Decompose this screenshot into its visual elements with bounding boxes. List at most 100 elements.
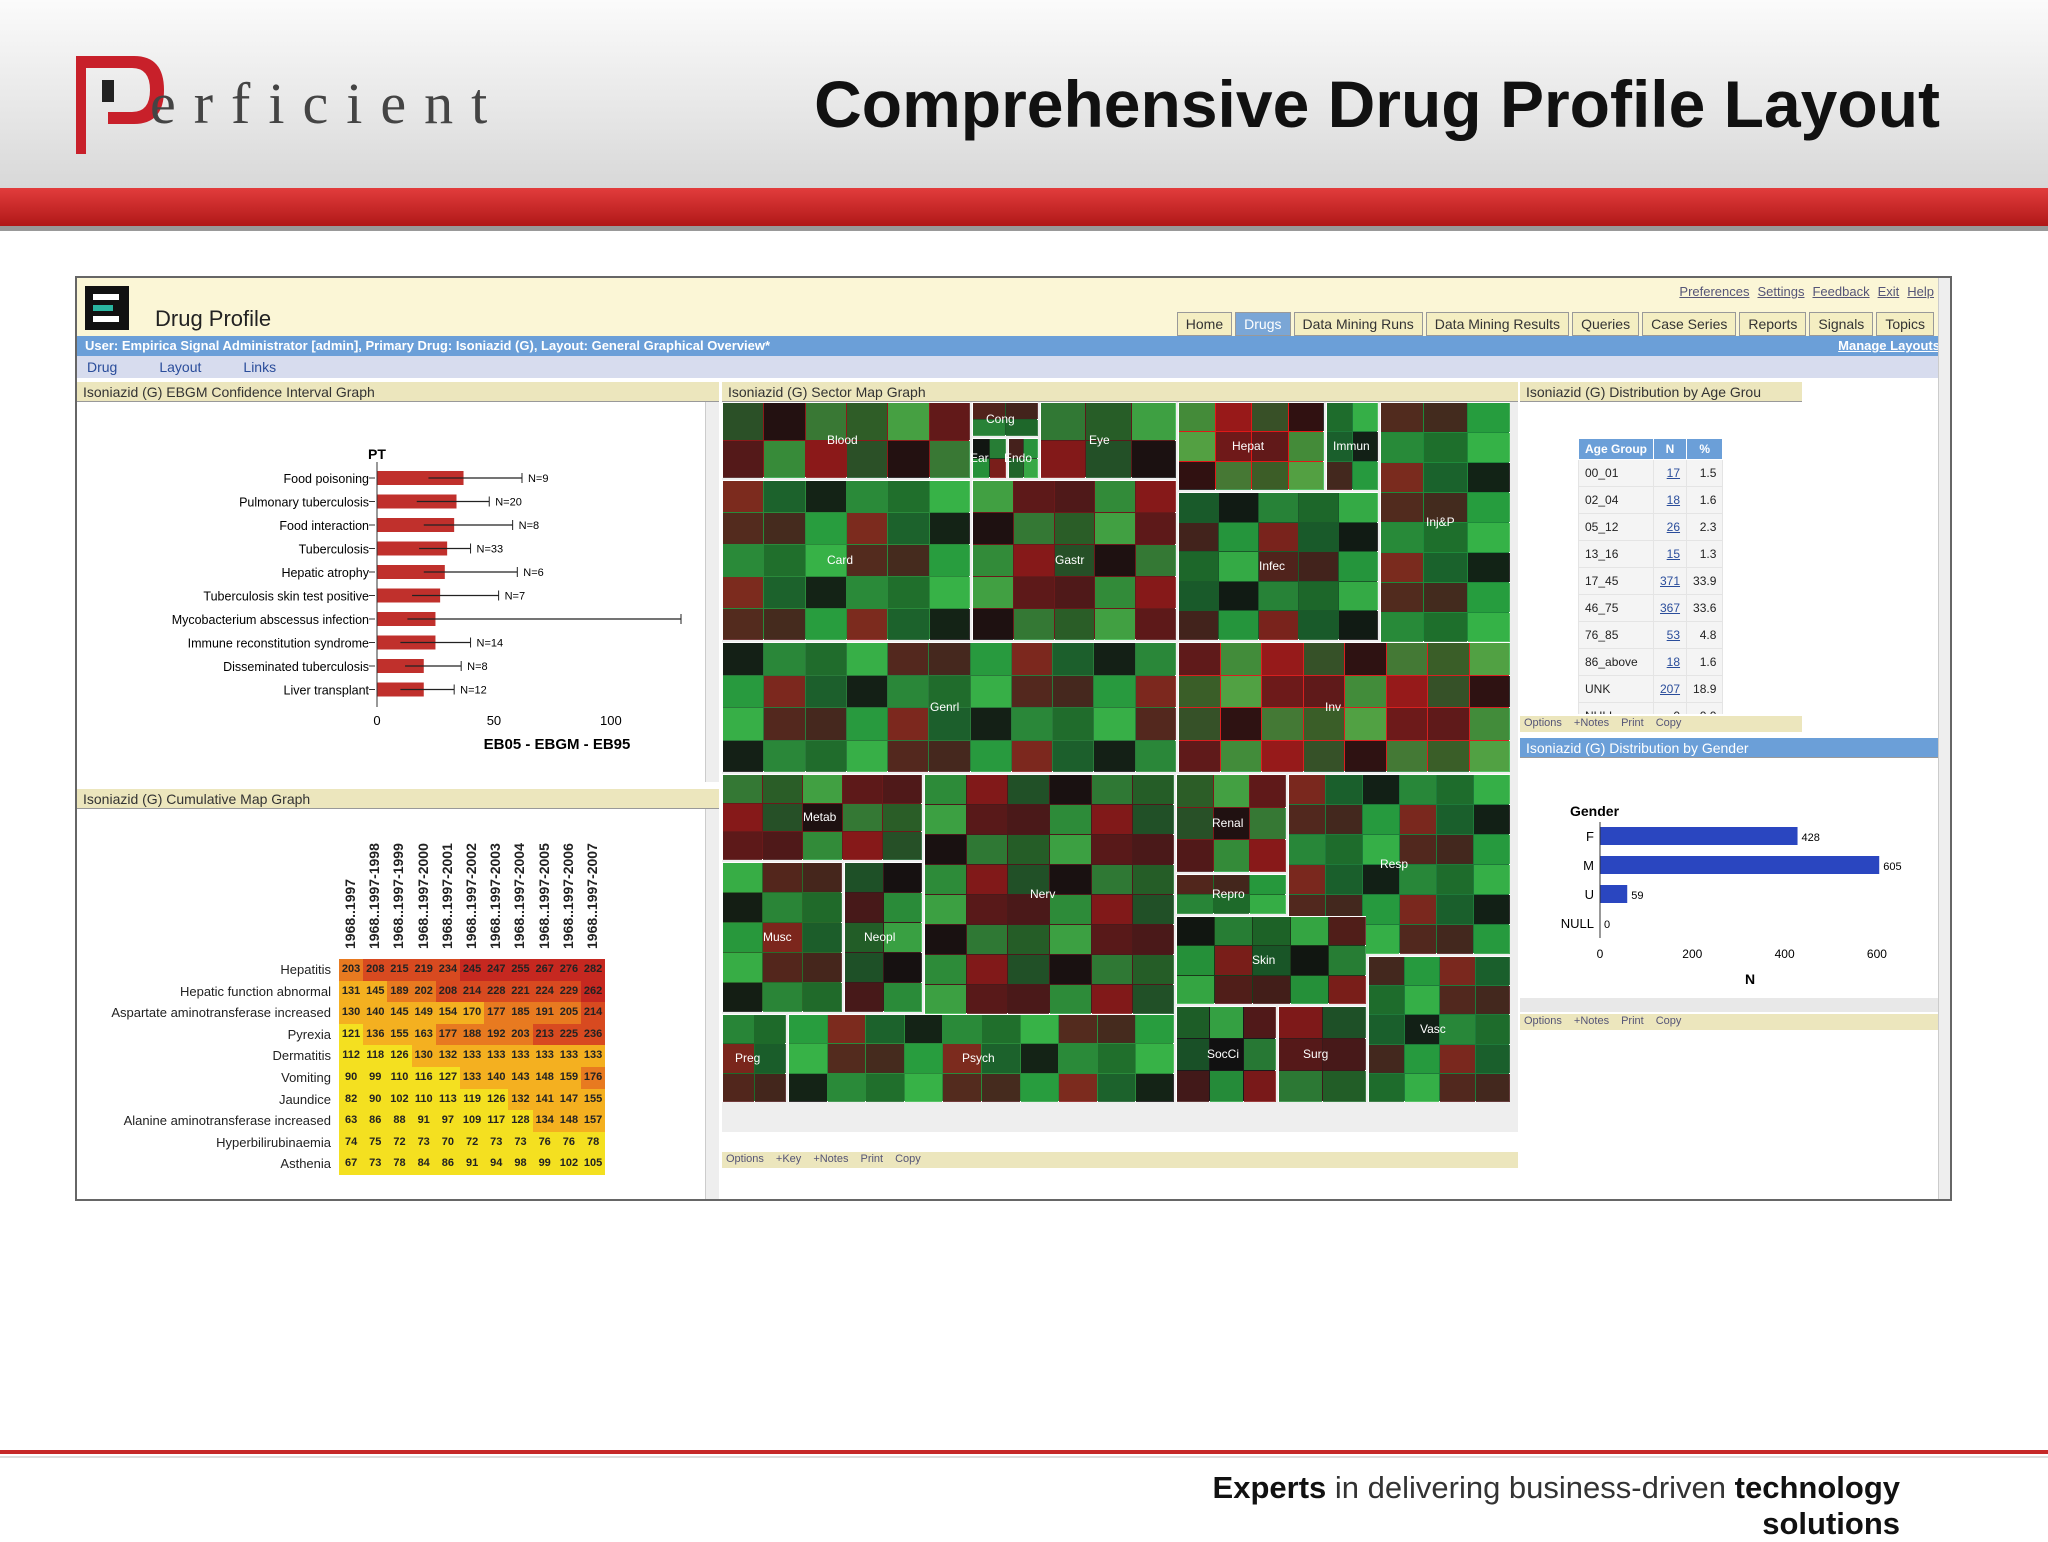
heatmap-cell[interactable]: 130 <box>339 1002 364 1024</box>
sector-card[interactable]: Card <box>722 480 970 640</box>
heatmap-cell[interactable]: 202 <box>411 980 436 1003</box>
heatmap-cell[interactable]: 86 <box>435 1153 460 1175</box>
subnav-layout[interactable]: Layout <box>159 359 202 375</box>
heatmap-cell[interactable]: 262 <box>581 980 606 1003</box>
cumulative-scrollbar[interactable] <box>705 809 719 1199</box>
heatmap-cell[interactable]: 133 <box>556 1045 581 1067</box>
footer-notes-link[interactable]: +Notes <box>1573 1015 1610 1027</box>
age-n-link[interactable]: 18 <box>1652 486 1688 514</box>
heatmap-cell[interactable]: 205 <box>556 1002 581 1024</box>
heatmap-cell[interactable]: 132 <box>435 1045 460 1067</box>
age-n-link[interactable]: 53 <box>1652 621 1688 649</box>
heatmap-cell[interactable]: 189 <box>387 980 412 1003</box>
sector-inj-p[interactable]: Inj&P <box>1380 402 1510 642</box>
tab-data-mining-runs[interactable]: Data Mining Runs <box>1293 312 1423 336</box>
heatmap-cell[interactable]: 141 <box>532 1088 557 1111</box>
heatmap-cell[interactable]: 177 <box>435 1023 460 1046</box>
sector-hepat[interactable]: Hepat <box>1178 402 1324 490</box>
footer-copy-link[interactable]: Copy <box>1655 717 1682 729</box>
heatmap-cell[interactable]: 73 <box>363 1153 388 1175</box>
util-link-help[interactable]: Help <box>1907 284 1934 299</box>
sector-socci[interactable]: SocCi <box>1176 1006 1276 1102</box>
heatmap-cell[interactable]: 86 <box>363 1110 388 1132</box>
heatmap-cell[interactable]: 88 <box>387 1110 412 1132</box>
heatmap-cell[interactable]: 132 <box>508 1088 533 1111</box>
heatmap-cell[interactable]: 109 <box>460 1110 485 1132</box>
footer-notes-link[interactable]: +Notes <box>813 1153 849 1165</box>
heatmap-cell[interactable]: 234 <box>435 959 460 981</box>
heatmap-cell[interactable]: 214 <box>581 1002 606 1024</box>
heatmap-cell[interactable]: 159 <box>556 1067 581 1089</box>
tab-home[interactable]: Home <box>1176 312 1233 336</box>
footer-options-link[interactable]: Options <box>1524 1015 1562 1027</box>
window-scrollbar[interactable] <box>1938 278 1950 1199</box>
footer-print-link[interactable]: Print <box>1621 1015 1644 1027</box>
heatmap-cell[interactable]: 155 <box>581 1088 606 1111</box>
subnav-drug[interactable]: Drug <box>87 359 118 375</box>
sector-immun[interactable]: Immun <box>1326 402 1378 490</box>
sector-cong[interactable]: Cong <box>972 402 1038 436</box>
sector-infec[interactable]: Infec <box>1178 492 1378 640</box>
sector-repro[interactable]: Repro <box>1176 874 1286 914</box>
tab-reports[interactable]: Reports <box>1739 312 1807 336</box>
heatmap-cell[interactable]: 133 <box>508 1045 533 1067</box>
heatmap-cell[interactable]: 140 <box>484 1067 509 1089</box>
heatmap-cell[interactable]: 127 <box>435 1067 460 1089</box>
heatmap-cell[interactable]: 128 <box>508 1110 533 1132</box>
heatmap-cell[interactable]: 149 <box>411 1002 436 1024</box>
heatmap-cell[interactable]: 126 <box>484 1088 509 1111</box>
heatmap-cell[interactable]: 126 <box>387 1045 412 1067</box>
footer-print-link[interactable]: Print <box>860 1153 884 1165</box>
age-n-link[interactable]: 26 <box>1652 513 1688 541</box>
age-n-link[interactable]: 15 <box>1652 540 1688 568</box>
heatmap-cell[interactable]: 136 <box>363 1023 388 1046</box>
heatmap-cell[interactable]: 188 <box>460 1023 485 1046</box>
heatmap-cell[interactable]: 73 <box>411 1131 436 1154</box>
sector-preg[interactable]: Preg <box>722 1014 786 1102</box>
heatmap-cell[interactable]: 70 <box>435 1131 460 1154</box>
footer-copy-link[interactable]: Copy <box>895 1153 921 1165</box>
heatmap-cell[interactable]: 78 <box>387 1153 412 1175</box>
heatmap-cell[interactable]: 121 <box>339 1023 364 1046</box>
heatmap-cell[interactable]: 170 <box>460 1002 485 1024</box>
sector-ear[interactable]: Ear <box>970 438 1006 478</box>
util-link-feedback[interactable]: Feedback <box>1812 284 1870 299</box>
heatmap-cell[interactable]: 82 <box>339 1088 364 1111</box>
heatmap-cell[interactable]: 282 <box>581 959 606 981</box>
heatmap-cell[interactable]: 276 <box>556 959 581 981</box>
heatmap-cell[interactable]: 110 <box>387 1067 412 1089</box>
heatmap-cell[interactable]: 203 <box>508 1023 533 1046</box>
heatmap-cell[interactable]: 84 <box>411 1153 436 1175</box>
tab-topics[interactable]: Topics <box>1876 312 1934 336</box>
heatmap-cell[interactable]: 215 <box>387 959 412 981</box>
heatmap-cell[interactable]: 214 <box>460 980 485 1003</box>
footer-copy-link[interactable]: Copy <box>1655 1015 1682 1027</box>
heatmap-cell[interactable]: 225 <box>556 1023 581 1046</box>
heatmap-cell[interactable]: 76 <box>532 1131 557 1154</box>
heatmap-cell[interactable]: 134 <box>532 1110 557 1132</box>
sector-psych[interactable]: Psych <box>788 1014 1174 1102</box>
heatmap-cell[interactable]: 91 <box>460 1153 485 1175</box>
age-n-link[interactable]: 17 <box>1652 459 1688 487</box>
util-link-preferences[interactable]: Preferences <box>1679 284 1750 299</box>
age-table-header[interactable]: % <box>1686 438 1724 460</box>
sector-metab[interactable]: Metab <box>722 774 922 860</box>
util-link-exit[interactable]: Exit <box>1877 284 1900 299</box>
heatmap-cell[interactable]: 140 <box>363 1002 388 1024</box>
sector-endo[interactable]: Endo <box>1004 438 1038 478</box>
tab-case-series[interactable]: Case Series <box>1642 312 1737 336</box>
heatmap-cell[interactable]: 72 <box>460 1131 485 1154</box>
tab-drugs[interactable]: Drugs <box>1235 312 1291 336</box>
tab-signals[interactable]: Signals <box>1809 312 1874 336</box>
age-n-link[interactable]: 367 <box>1652 594 1688 622</box>
sector-nerv[interactable]: Nerv <box>924 774 1174 1014</box>
heatmap-cell[interactable]: 148 <box>556 1110 581 1132</box>
sector-vasc[interactable]: Vasc <box>1368 956 1510 1102</box>
heatmap-cell[interactable]: 185 <box>508 1002 533 1024</box>
heatmap-cell[interactable]: 208 <box>363 959 388 981</box>
sector-eye[interactable]: Eye <box>1040 402 1176 478</box>
subnav-links[interactable]: Links <box>243 359 277 375</box>
heatmap-cell[interactable]: 90 <box>363 1088 388 1111</box>
heatmap-cell[interactable]: 105 <box>581 1153 606 1175</box>
footer-print-link[interactable]: Print <box>1621 717 1644 729</box>
